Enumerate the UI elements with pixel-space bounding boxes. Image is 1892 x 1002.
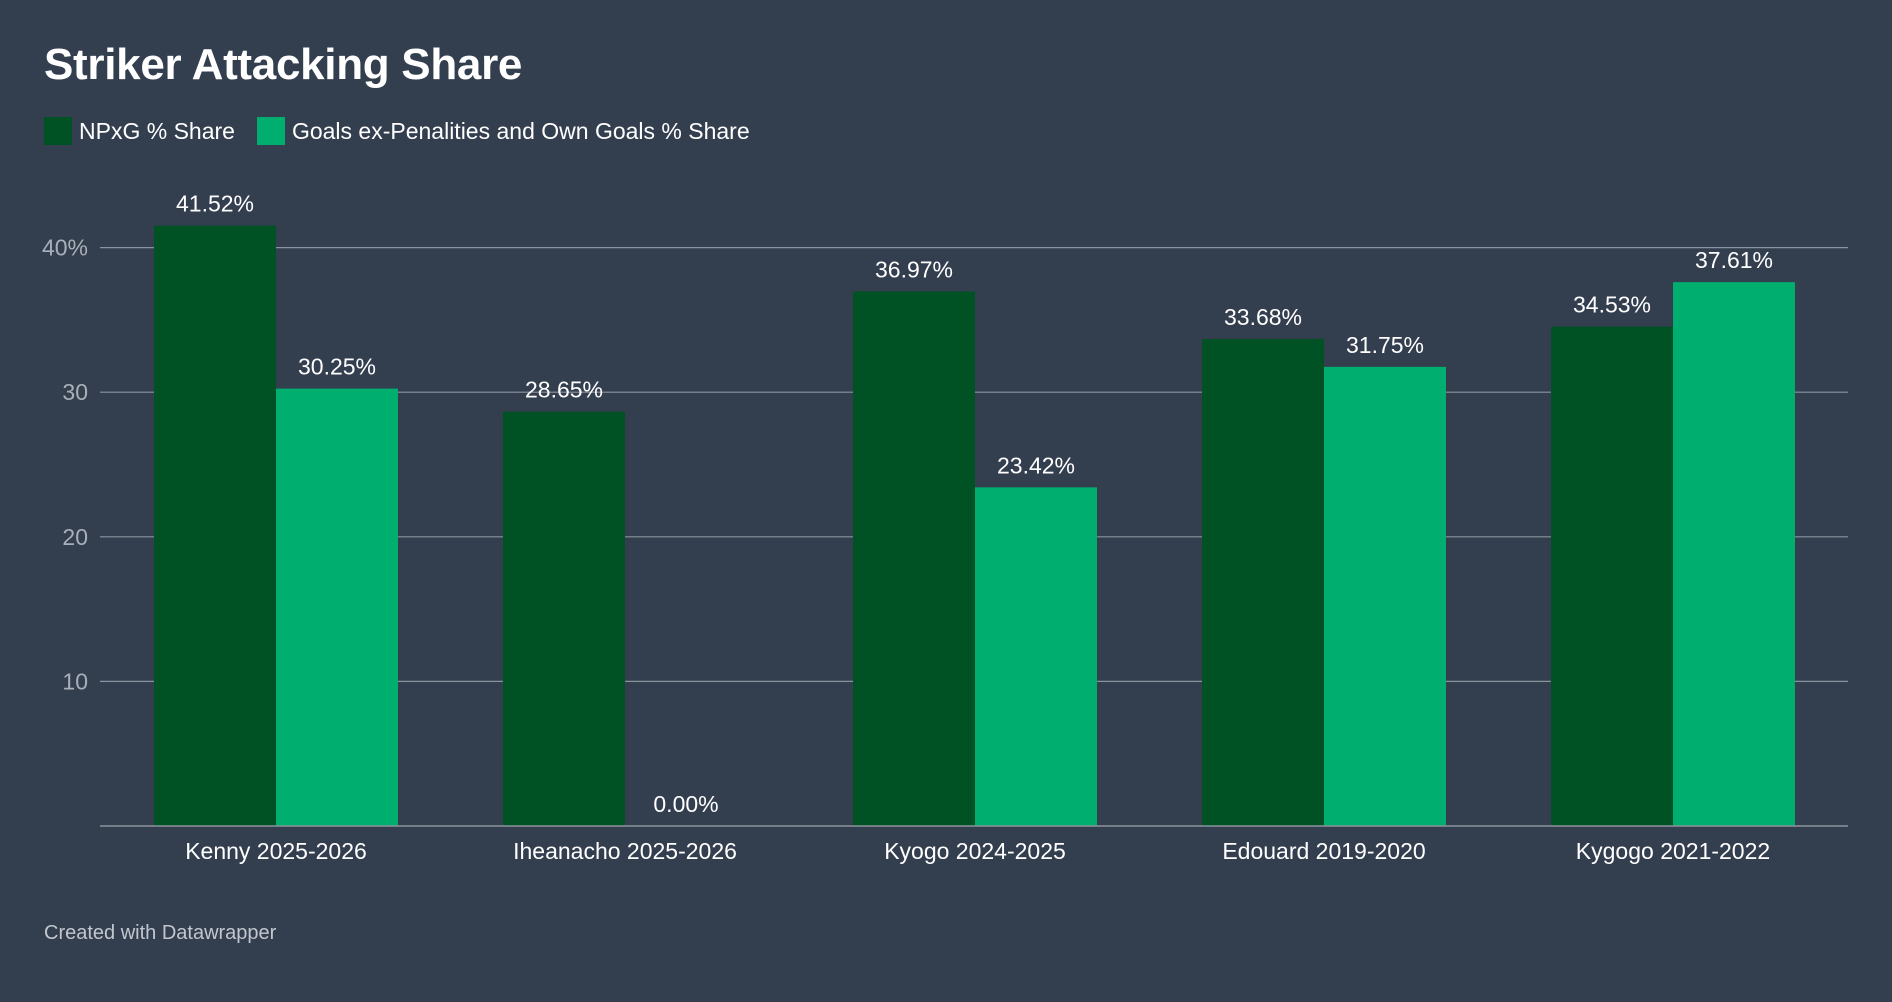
legend-item-goals: Goals ex-Penalities and Own Goals % Shar… [256,117,750,145]
legend-item-npxg: NPxG % Share [44,117,235,145]
bar-npxg [1202,338,1324,826]
legend-label-goals: Goals ex-Penalities and Own Goals % Shar… [291,117,750,144]
bar-npxg [503,411,625,826]
data-label-npxg: 36.97% [875,256,953,282]
y-tick-label: 30 [62,379,88,405]
data-label-goals: 31.75% [1346,332,1424,358]
data-label-goals: 30.25% [298,354,376,380]
chart-title: Striker Attacking Share [44,40,523,89]
data-label-goals: 0.00% [653,791,718,817]
y-tick-label: 40% [42,235,88,261]
data-label-npxg: 28.65% [525,377,603,403]
bar-npxg [853,291,975,826]
y-tick-label: 20 [62,524,88,550]
x-tick-label: Kygogo 2021-2022 [1576,838,1770,864]
data-label-goals: 37.61% [1695,247,1773,273]
data-label-npxg: 34.53% [1573,292,1651,318]
bar-goals [975,487,1097,826]
data-label-npxg: 33.68% [1224,304,1302,330]
y-tick-label: 10 [62,668,88,694]
legend-label-npxg: NPxG % Share [79,117,235,144]
x-tick-label: Iheanacho 2025-2026 [513,838,737,864]
chart-legend: NPxG % Share Goals ex-Penalities and Own… [44,117,750,145]
bar-goals [1324,366,1446,826]
x-tick-label: Edouard 2019-2020 [1222,838,1425,864]
data-label-goals: 23.42% [997,452,1075,478]
data-label-npxg: 41.52% [176,191,254,217]
legend-swatch-npxg [44,117,72,145]
bar-goals [276,388,398,826]
bar-goals [1673,282,1795,826]
footer-credit: Created with Datawrapper [44,922,277,944]
bar-npxg [154,225,276,827]
x-tick-label: Kenny 2025-2026 [185,838,367,864]
bar-npxg [1551,326,1673,826]
x-tick-label: Kyogo 2024-2025 [884,838,1066,864]
legend-swatch-goals [256,117,285,145]
